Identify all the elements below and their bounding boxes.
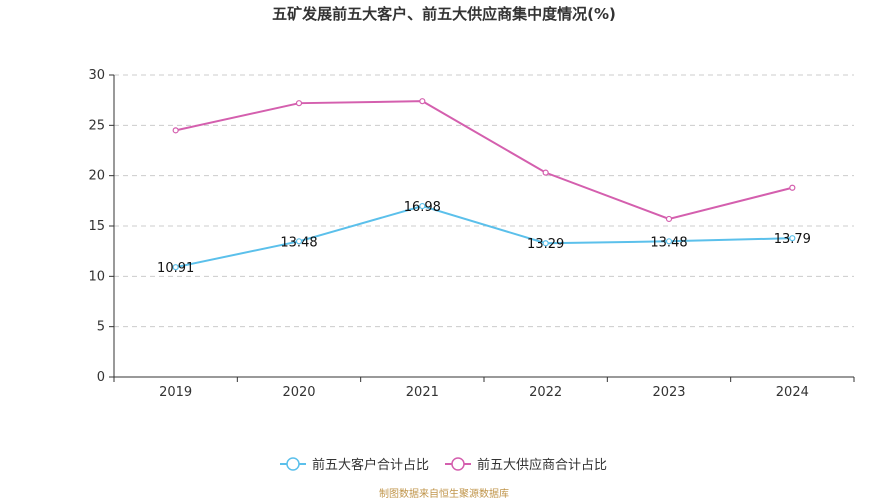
data-labels: 10.91 13.48 16.98 13.29 13.48 13.79 [157,200,811,276]
y-tick-label: 0 [97,370,105,385]
data-label: 10.91 [157,261,194,276]
chart-title: 五矿发展前五大客户、前五大供应商集中度情况(%) [272,5,616,23]
y-tick-label: 20 [88,169,105,184]
data-point [665,238,673,245]
series-line-1 [175,205,793,269]
legend-label: 前五大供应商合计占比 [477,457,607,473]
data-label: 13.48 [280,235,317,250]
data-label: 13.79 [774,232,811,247]
data-point [542,169,549,176]
source-note: 制图数据来自恒生聚源数据库 [379,487,509,500]
data-point [542,240,549,247]
data-point [419,202,426,210]
data-point [172,127,179,134]
y-tick-label: 15 [88,219,105,234]
legend-marker [451,457,465,471]
legend-marker [286,457,300,471]
x-tick-label: 2021 [406,385,439,400]
data-label: 16.98 [404,200,441,215]
y-tick-label: 5 [97,320,105,335]
y-tick-label: 25 [88,118,105,133]
legend-item-1[interactable]: 前五大客户合计占比 [280,457,429,473]
x-tick-label: 2019 [159,385,192,400]
data-point [295,238,303,245]
legend[interactable]: 前五大客户合计占比 前五大供应商合计占比 [280,457,607,473]
x-tick-label: 2020 [282,385,315,400]
data-point [172,264,179,271]
series-line-2 [175,100,793,220]
data-point [295,100,303,107]
y-tick-label: 10 [88,269,105,284]
y-axis-ticks: 0 5 10 15 20 25 30 [88,68,114,385]
x-axis-ticks: 2019 2020 2021 2022 2023 2024 [113,377,855,400]
data-point [419,98,426,105]
x-tick-label: 2022 [529,385,562,400]
data-point [789,235,796,242]
data-point [789,184,796,191]
x-tick-label: 2023 [652,385,685,400]
series-group [172,98,796,271]
legend-item-2[interactable]: 前五大供应商合计占比 [445,457,607,473]
data-label: 13.29 [527,237,564,252]
x-tick-label: 2024 [776,385,809,400]
data-point [665,215,673,223]
data-label: 13.48 [650,235,687,250]
legend-label: 前五大客户合计占比 [312,457,429,473]
grid-lines [114,74,854,328]
y-tick-label: 30 [88,68,105,83]
